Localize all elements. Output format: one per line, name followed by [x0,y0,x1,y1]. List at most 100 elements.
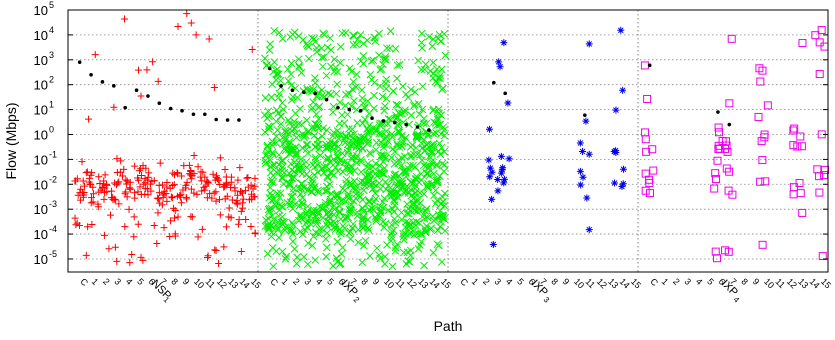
plus-point [82,169,90,177]
plus-point [231,187,239,195]
cross-point [437,217,445,226]
cross-point [315,144,323,153]
cross-point [403,200,412,209]
cross-point [413,150,422,159]
cross-point [387,220,396,229]
cross-point [381,178,390,186]
plus-point [220,243,228,251]
cross-point [398,179,407,188]
cross-point [422,182,431,191]
cross-point [331,222,339,231]
cross-point [313,135,322,144]
plus-point [177,199,185,207]
cross-point [313,47,321,56]
plus-point [183,195,191,203]
cross-point [263,114,271,123]
cross-point [437,65,446,74]
median-marker [370,116,374,121]
median-marker [393,120,397,125]
square-point [818,252,827,261]
plus-point [174,213,182,221]
x-tick-label: 1 [470,276,481,287]
cross-point [425,164,433,172]
cross-point [433,240,442,249]
cross-point [376,206,384,215]
cross-point [429,58,438,67]
cross-point [367,57,376,65]
plus-point [125,205,133,213]
cross-point [366,70,375,79]
cross-point [322,243,331,252]
x-tick-label: 3 [682,276,693,287]
cross-point [363,163,371,172]
plus-point [113,181,121,189]
cross-point [303,140,312,149]
x-tick-label: 6 [147,276,158,287]
plus-point [222,223,230,231]
cross-point [387,153,396,162]
plus-point [187,185,195,193]
median-marker [100,80,105,84]
cross-point [381,252,389,261]
cross-point [440,161,449,169]
cross-point [323,173,332,182]
cross-point [380,164,389,172]
y-tick-exponent: 2 [49,75,54,85]
cross-point [310,131,319,140]
cross-point [397,177,406,185]
plus-point [241,187,249,195]
square-point [756,177,765,186]
cross-point [355,137,363,146]
cross-point [300,253,308,261]
plus-point [235,216,243,224]
cross-point [297,120,306,129]
plus-point [88,221,96,229]
cross-point [284,116,293,125]
cross-point [405,258,414,266]
cross-point [400,108,409,117]
cross-point [274,225,282,234]
cross-point [318,53,326,62]
plus-point [113,257,121,265]
plus-point [198,187,206,195]
cross-point [414,56,422,65]
cross-point [305,173,313,182]
group-label-subscript: 3 [542,295,552,305]
x-tick-label: 1 [90,276,101,287]
square-point [798,39,807,48]
cross-point [329,217,338,226]
square-point [820,42,829,51]
y-axis-label: Flow (Mbps) [3,102,19,179]
cross-point [421,60,430,69]
cross-point [406,246,415,255]
cross-point [380,106,389,115]
plus-point [130,213,138,221]
plus-point [153,240,161,248]
cross-point [289,188,298,197]
cross-point [403,209,411,218]
square-point [756,77,765,86]
plus-point [100,177,108,185]
cross-point [321,234,330,243]
cross-point [294,166,303,174]
plus-point [153,194,161,202]
cross-point [333,130,342,139]
plus-point [206,190,214,198]
cross-point [324,153,333,162]
cross-point [297,179,306,188]
plus-point [185,161,193,169]
star-point [612,147,620,155]
cross-point [275,28,284,37]
cross-point [333,151,342,160]
cross-point [266,183,275,192]
cross-point [293,253,301,262]
cross-point [388,227,397,236]
square-point [649,166,658,175]
plus-point [146,180,154,188]
cross-point [333,153,342,162]
cross-point [285,180,294,188]
plus-point [236,164,244,172]
plus-point [204,252,212,260]
y-tick-label: 10 [34,252,48,267]
